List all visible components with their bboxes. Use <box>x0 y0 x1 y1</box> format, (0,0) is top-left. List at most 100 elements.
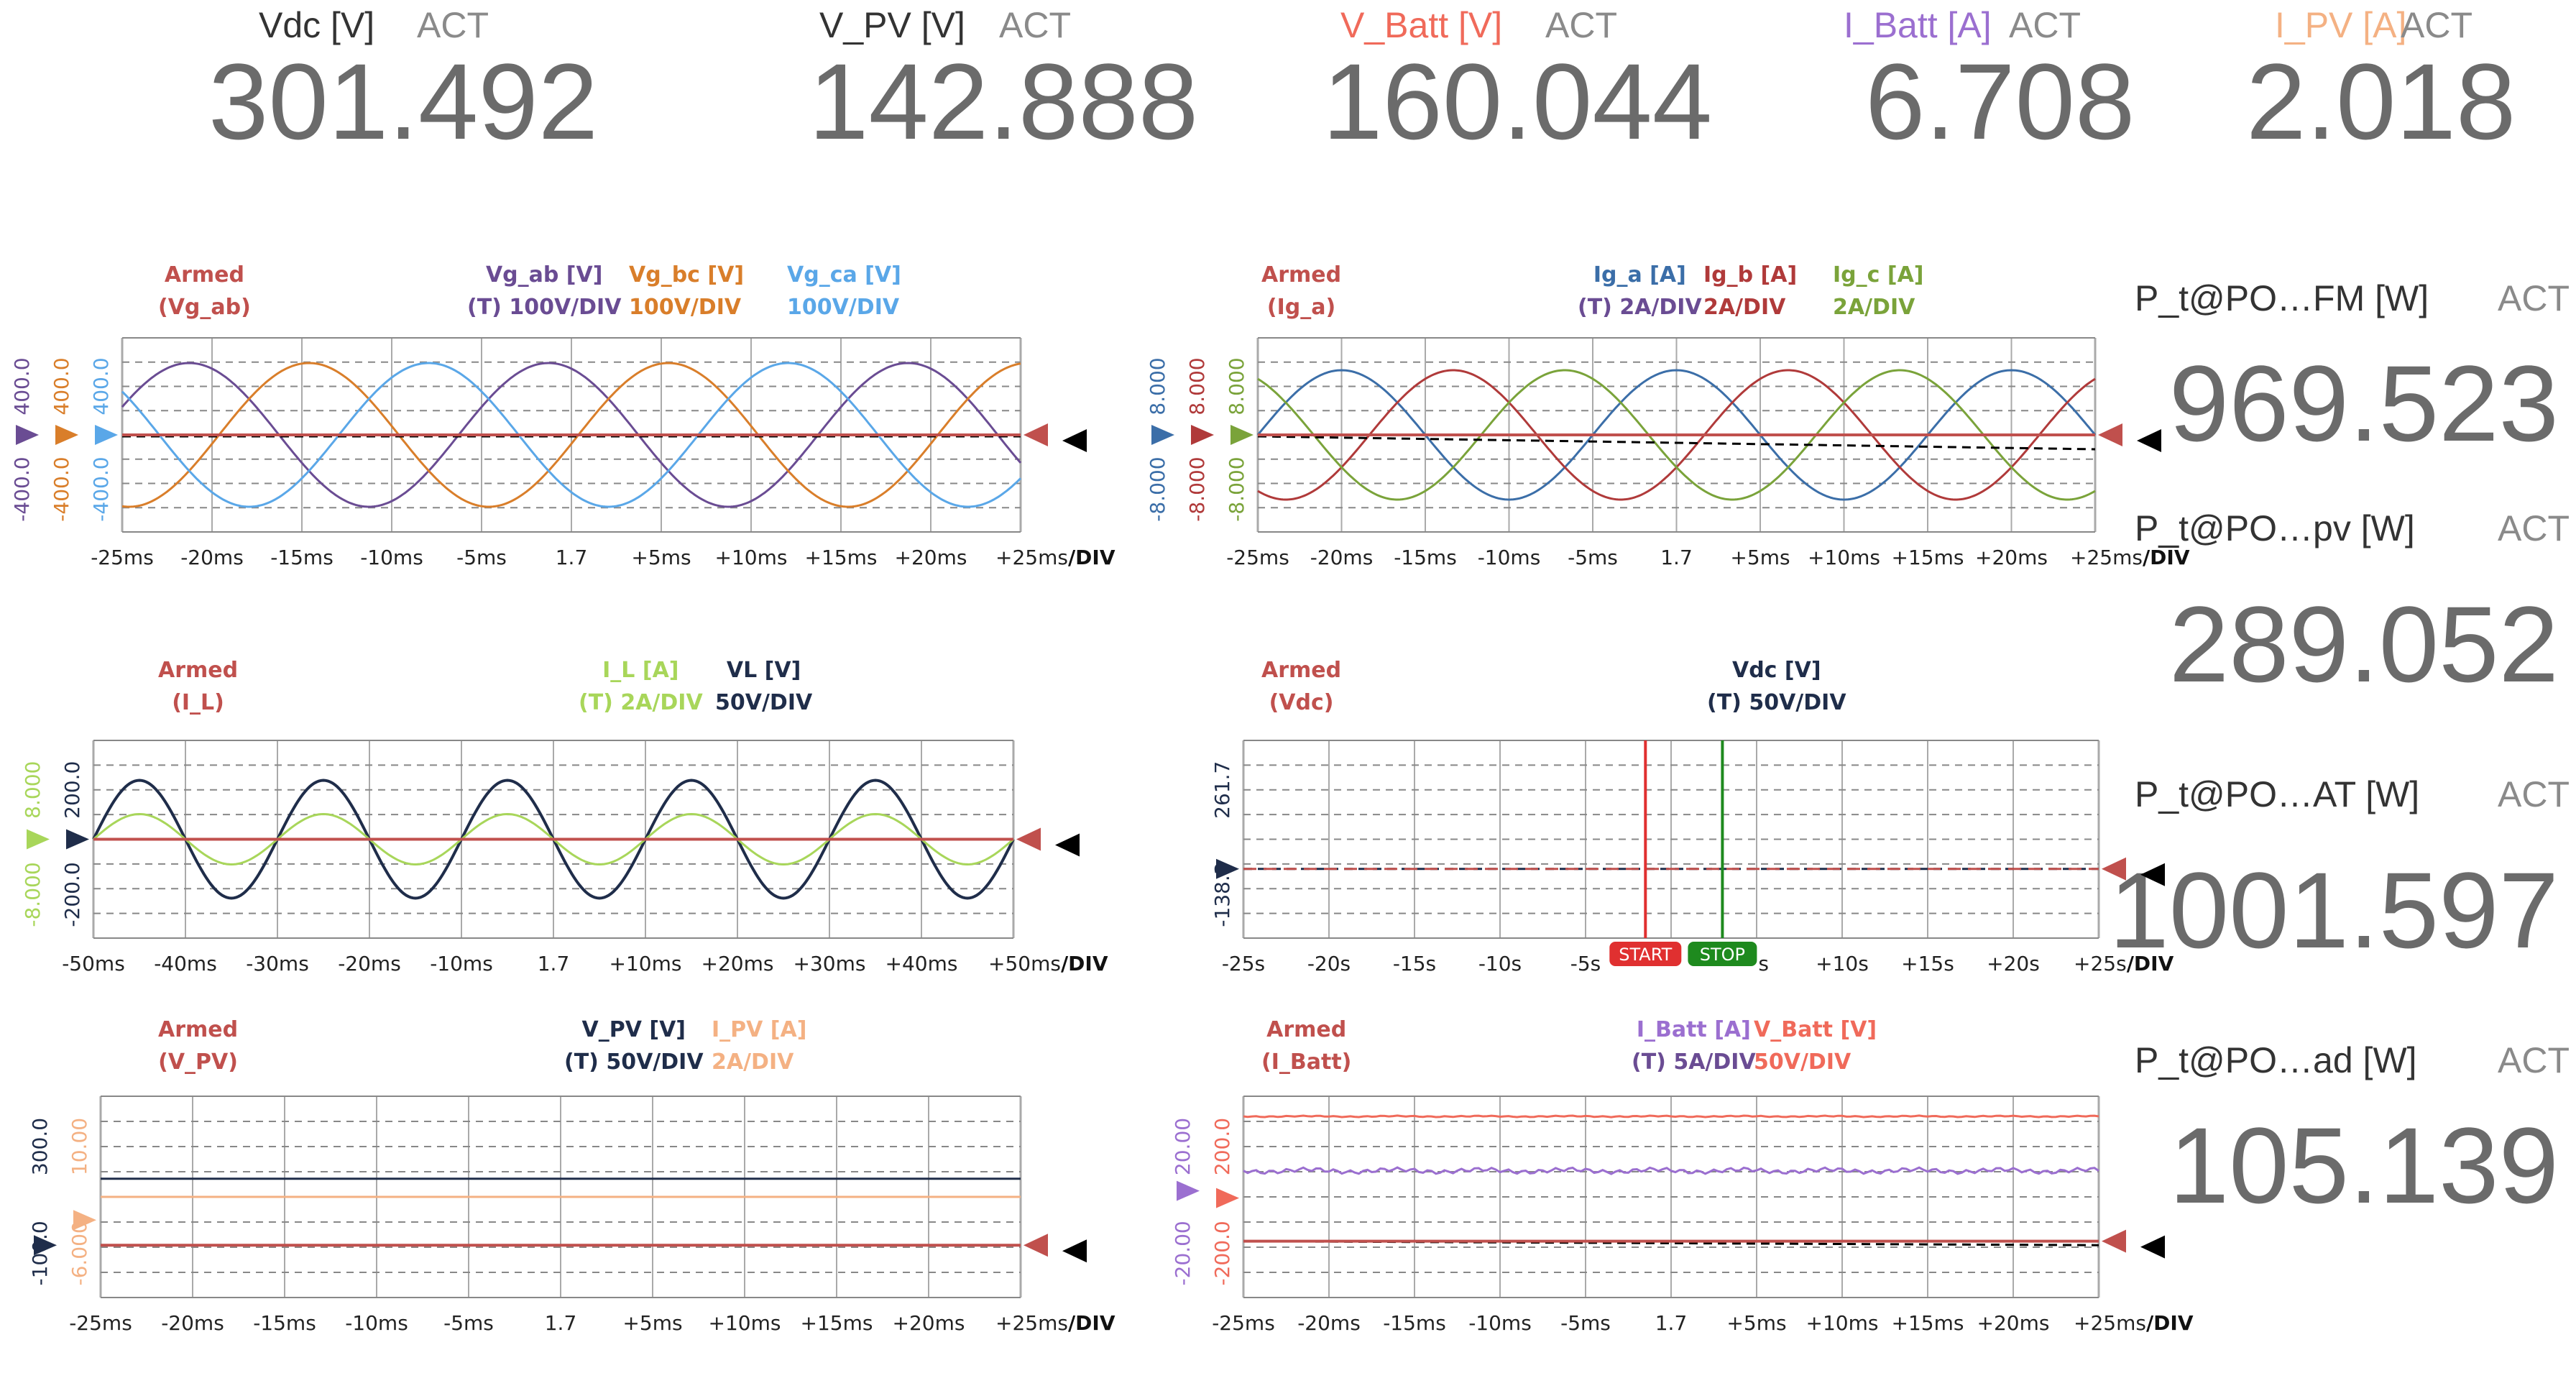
channel-offset-marker[interactable] <box>66 829 89 850</box>
x-tick-label: -10ms <box>360 546 423 569</box>
waveforms <box>1243 1114 2099 1246</box>
scope-plot[interactable]: -50ms -40ms -30ms -20ms -10ms 1.7 +10ms +20ms +3… <box>0 640 1121 1014</box>
stop-marker-box[interactable] <box>1688 942 1757 966</box>
x-tick-label: -20ms <box>1297 1311 1361 1335</box>
channel-scale: (T) 50V/DIV <box>1707 690 1846 715</box>
x-tick-label: -15ms <box>1383 1311 1446 1335</box>
y-axis-min-label: -100.0 <box>28 1221 52 1285</box>
start-marker-box[interactable] <box>1609 942 1682 966</box>
scope-panel[interactable]: Armed (V_PV) V_PV [V] (T) 50V/DIV I_PV [A] 2A… <box>0 999 1121 1373</box>
trigger-marker[interactable] <box>1062 1239 1087 1263</box>
scope-plot[interactable]: -25s -20s -15s -10s -5s +10s +15s +20s +25s/DIV 2… <box>1121 640 2174 1014</box>
meter-i-batt: I_Batt [A] ACT 6.708 <box>1844 0 2145 173</box>
channel-offset-marker[interactable] <box>1177 1180 1200 1201</box>
waveform-vg-ab <box>121 362 1022 508</box>
channel-offset-marker[interactable] <box>1191 425 1214 445</box>
waveform-v-batt <box>1243 1114 2099 1119</box>
div-label: /DIV <box>2143 546 2190 569</box>
armed-label: Armed <box>1266 1017 1347 1042</box>
scope-panel[interactable]: Armed (Vg_ab) Vg_ab [V] (T) 100V/DIV Vg_bc [… <box>0 244 1121 618</box>
meter-power-fm: P_t@PO…FM [W] ACT 969.523 <box>2135 273 2570 489</box>
trigger-marker[interactable] <box>1055 833 1080 857</box>
meter-value: 160.044 <box>1322 41 1713 162</box>
scope-panel[interactable]: Armed (Vdc) Vdc [V] (T) 50V/DIV -25s -20s -15s… <box>1121 640 2174 1014</box>
channel-offset-marker[interactable] <box>55 425 78 445</box>
scope-plot[interactable]: -25ms -20ms -15ms -10ms -5ms 1.7 +5ms +10ms +15m… <box>1121 244 2190 618</box>
channel-label[interactable]: Ig_a [A] (T) 2A/DIV <box>1578 262 1702 320</box>
meter-v-batt: V_Batt [V] ACT 160.044 <box>1322 0 1743 173</box>
channel-label[interactable]: I_Batt [A] (T) 5A/DIV <box>1632 1017 1756 1075</box>
scope-panel[interactable]: Armed (Ig_a) Ig_a [A] (T) 2A/DIV Ig_b [A] 2A/… <box>1121 244 2190 618</box>
meter-act: ACT <box>2401 5 2472 45</box>
meter-label: V_PV [V] <box>819 5 965 45</box>
waveform-vg-bc <box>121 362 1021 508</box>
trigger-level-marker[interactable] <box>1024 423 1048 446</box>
trigger-level-marker[interactable] <box>2098 423 2122 446</box>
trigger-level-marker[interactable] <box>1024 1234 1048 1257</box>
meter-act: ACT <box>2498 508 2570 548</box>
channel-label[interactable]: I_L [A] (T) 2A/DIV <box>579 658 703 715</box>
y-axis-max-label: 8.000 <box>1225 357 1248 415</box>
meter-power-at: P_t@PO…AT [W] ACT 1001.597 <box>2109 769 2570 985</box>
zero-line <box>1243 1240 2099 1246</box>
channel-offset-marker[interactable] <box>27 829 50 850</box>
x-tick-label: -15ms <box>270 546 334 569</box>
y-axis-min-label: -8.000 <box>1185 456 1209 521</box>
channel-offset-marker[interactable] <box>1216 858 1239 879</box>
waveforms <box>101 1177 1021 1247</box>
channel-offset-marker[interactable] <box>16 425 39 445</box>
channel-label[interactable]: Ig_c [A] 2A/DIV <box>1833 262 1924 320</box>
scope-panel[interactable]: Armed (I_Batt) I_Batt [A] (T) 5A/DIV V_Batt … <box>1121 999 2194 1373</box>
channel-label[interactable]: Vg_ab [V] (T) 100V/DIV <box>467 262 621 320</box>
trigger-level-marker[interactable] <box>1016 827 1041 851</box>
trigger-marker[interactable] <box>2140 1235 2165 1259</box>
channel-offset-marker[interactable] <box>1230 425 1254 445</box>
channel-offset-marker[interactable] <box>1151 425 1174 445</box>
y-axis-min-label: -6.000 <box>68 1221 91 1285</box>
trigger-level-marker[interactable] <box>2102 857 2126 881</box>
stop-marker-label: STOP <box>1700 945 1745 965</box>
trigger-level-marker[interactable] <box>2102 1229 2126 1253</box>
scope-plot[interactable]: -25ms -20ms -15ms -10ms -5ms 1.7 +5ms +10ms +15m… <box>0 999 1121 1373</box>
channel-label[interactable]: V_Batt [V] 50V/DIV <box>1754 1017 1877 1075</box>
y-axis-max-label: 200.0 <box>1210 1118 1234 1175</box>
meter-label: Vdc [V] <box>259 5 375 45</box>
trigger-source: (Ig_a) <box>1266 295 1336 320</box>
channel-offset-marker[interactable] <box>73 1210 96 1231</box>
trigger-marker[interactable] <box>1062 429 1087 452</box>
channel-label[interactable]: Vdc [V] (T) 50V/DIV <box>1707 658 1846 715</box>
x-tick-label: -5ms <box>1560 1311 1611 1335</box>
y-axis-max-label: 8.000 <box>21 761 45 819</box>
x-tick-label: -20ms <box>338 952 401 975</box>
channel-label[interactable]: Vg_ca [V] 100V/DIV <box>787 262 901 320</box>
channel-scale: (T) 5A/DIV <box>1632 1050 1756 1075</box>
channel-scale: 2A/DIV <box>1833 295 1915 320</box>
channel-label[interactable]: I_PV [A] 2A/DIV <box>712 1017 806 1075</box>
channel-name: Vg_ab [V] <box>485 262 603 288</box>
scope-plot[interactable]: -25ms -20ms -15ms -10ms -5ms 1.7 +5ms +10ms +15m… <box>1121 999 2194 1373</box>
meter-i-pv: I_PV [A] ACT 2.018 <box>2246 0 2570 173</box>
scope-plot[interactable]: -25ms -20ms -15ms -10ms -5ms 1.7 +5ms +10ms +15m… <box>0 244 1121 618</box>
channel-name: V_PV [V] <box>581 1017 686 1042</box>
trigger-marker[interactable] <box>2140 863 2165 886</box>
x-tick-label: -20ms <box>180 546 244 569</box>
channel-scale: (T) 2A/DIV <box>1578 295 1702 320</box>
x-tick-label: 1.7 <box>538 952 570 975</box>
x-tick-label: +5ms <box>1726 1311 1786 1335</box>
channel-offset-marker[interactable] <box>1216 1188 1239 1208</box>
channel-offset-marker[interactable] <box>95 425 118 445</box>
x-tick-label: -15ms <box>1394 546 1457 569</box>
x-tick-label: -10s <box>1478 952 1522 975</box>
channel-label[interactable]: Vg_bc [V] 100V/DIV <box>629 262 744 320</box>
trigger-status: Armed (V_PV) <box>158 1017 238 1075</box>
channel-label[interactable]: VL [V] 50V/DIV <box>715 658 812 715</box>
x-tick-label: +20ms <box>895 546 967 569</box>
grid <box>121 337 1022 533</box>
meter-act: ACT <box>1545 5 1617 45</box>
channel-offset-marker[interactable] <box>34 1235 57 1256</box>
channel-label[interactable]: Ig_b [A] 2A/DIV <box>1703 262 1797 320</box>
div-label: /DIV <box>2127 952 2174 975</box>
scope-panel[interactable]: Armed (I_L) I_L [A] (T) 2A/DIV VL [V] 50V/DIV… <box>0 640 1121 1014</box>
trigger-marker[interactable] <box>2137 429 2161 452</box>
channel-label[interactable]: V_PV [V] (T) 50V/DIV <box>564 1017 704 1075</box>
